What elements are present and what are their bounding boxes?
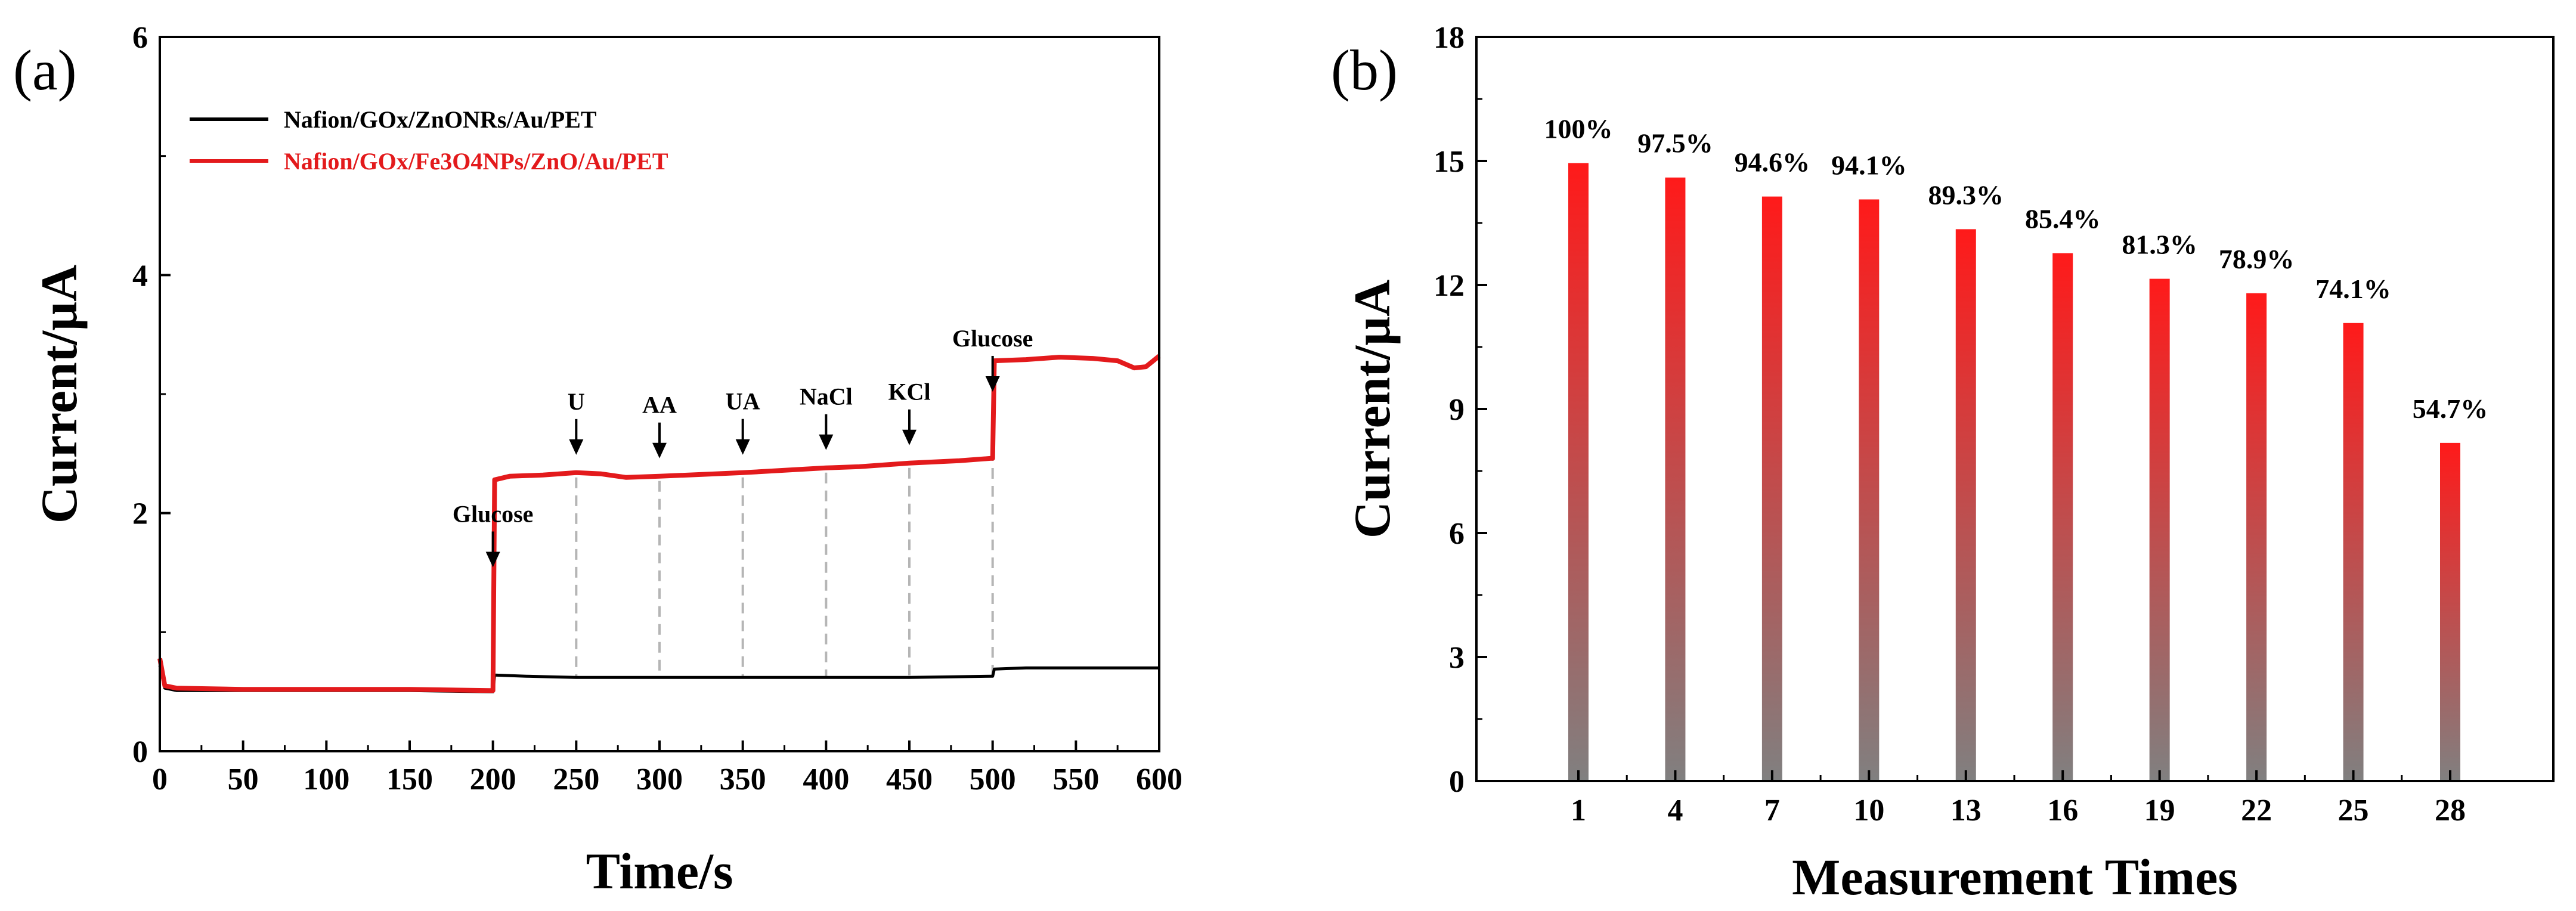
panel-a-x-axis-title: Time/s (586, 842, 733, 900)
panel-a-x-tick-label: 500 (970, 763, 1016, 797)
panel-a-x-tick-label: 400 (803, 763, 849, 797)
bar-data-label: 85.4% (2025, 204, 2101, 234)
bar-data-label: 94.1% (1831, 150, 1907, 180)
panel-b-x-tick-label: 4 (1667, 794, 1683, 828)
panel-b-data-labels: 100% 97.5% 94.6% 94.1% 89.3% 85.4% 81.3% 78.9% 7… (1544, 113, 2488, 423)
panel-a-annotations: Glucose U AA UA NaCl KCl Glucose (453, 325, 1033, 568)
panel-a-x-tick-label: 50 (228, 763, 259, 797)
panel-b-x-tick-label: 19 (2144, 794, 2175, 828)
panel-b-x-tick-label: 25 (2338, 794, 2369, 828)
panel-b-y-tick-label: 6 (1449, 517, 1465, 551)
annotation-arrow-head (569, 439, 584, 455)
panel-a-x-tick-label: 600 (1136, 763, 1182, 797)
panel-b: (b) 1 4 7 10 13 16 19 22 25 28 0 3 6 9 12 15 18 100% 97.… (1331, 21, 2555, 906)
panel-a-x-tick-label: 350 (720, 763, 766, 797)
annotation-arrow-head (819, 434, 834, 450)
panel-a-x-tick-label: 300 (636, 763, 683, 797)
bar-measurement-19 (2149, 278, 2170, 782)
annotation-label: AA (642, 392, 677, 419)
panel-b-y-ticks: 0 3 6 9 12 15 18 (1433, 21, 1487, 799)
panel-a-guides (491, 414, 994, 692)
series-line-red (157, 354, 1161, 693)
bar-measurement-10 (1859, 199, 1880, 782)
bar-data-label: 78.9% (2219, 244, 2295, 274)
panel-b-y-tick-label: 12 (1433, 269, 1465, 303)
panel-a-legend: Nafion/GOx/ZnONRs/Au/PET Nafion/GOx/Fe3O… (190, 106, 668, 175)
annotation-label: Glucose (952, 325, 1033, 352)
annotation-arrow-head (985, 376, 1000, 392)
bar-measurement-13 (1955, 229, 1976, 781)
annotation-label: NaCl (800, 383, 853, 410)
legend-label-red: Nafion/GOx/Fe3O4NPs/ZnO/Au/PET (284, 148, 668, 175)
panel-b-x-tick-label: 28 (2435, 794, 2466, 828)
bar-data-label: 54.7% (2413, 393, 2488, 424)
annotation-arrow-head (485, 551, 500, 568)
panel-b-bars (1568, 163, 2460, 782)
panel-b-x-tick-label: 7 (1764, 794, 1780, 828)
panel-b-x-axis-title: Measurement Times (1792, 848, 2238, 906)
annotation-arrow-head (652, 442, 667, 458)
panel-b-y-tick-label: 9 (1449, 393, 1465, 427)
panel-b-y-tick-label: 3 (1449, 641, 1465, 675)
panel-a-x-tick-label: 100 (303, 763, 349, 797)
bar-measurement-22 (2246, 293, 2267, 781)
panel-a-label: (a) (13, 38, 77, 102)
panel-b-label: (b) (1331, 38, 1398, 102)
panel-b-y-tick-label: 0 (1449, 765, 1465, 799)
bar-data-label: 89.3% (1928, 179, 2004, 210)
annotation-label: UA (726, 388, 760, 415)
panel-a-x-tick-label: 200 (470, 763, 516, 797)
annotation-arrow-head (735, 439, 750, 455)
bar-measurement-28 (2440, 442, 2460, 781)
panel-b-y-axis-title: Current/μA (1343, 280, 1401, 538)
panel-a: (a) 0 50 100 150 200 250 300 350 400 450 500 550 600… (13, 21, 1182, 900)
panel-a-series (157, 354, 1161, 693)
bar-data-label: 81.3% (2122, 230, 2197, 260)
panel-b-x-ticks: 1 4 7 10 13 16 19 22 25 28 (1571, 770, 2466, 828)
bar-measurement-16 (2052, 253, 2073, 781)
panel-b-x-tick-label: 1 (1571, 794, 1586, 828)
panel-a-x-tick-label: 0 (152, 763, 168, 797)
bar-data-label: 94.6% (1735, 147, 1810, 178)
panel-b-x-tick-label: 13 (1950, 794, 1981, 828)
panel-a-y-axis-title: Current/μA (30, 265, 88, 523)
panel-b-y-tick-label: 18 (1433, 21, 1465, 55)
panel-a-x-tick-label: 550 (1052, 763, 1099, 797)
panel-b-x-tick-label: 22 (2241, 794, 2272, 828)
panel-a-y-tick-label: 0 (132, 735, 148, 769)
panel-b-x-tick-label: 10 (1853, 794, 1884, 828)
bar-measurement-25 (2343, 323, 2364, 781)
legend-label-black: Nafion/GOx/ZnONRs/Au/PET (284, 106, 597, 133)
panel-b-y-tick-label: 15 (1433, 145, 1465, 179)
bar-measurement-4 (1665, 177, 1686, 781)
bar-measurement-7 (1761, 196, 1782, 781)
bar-data-label: 74.1% (2315, 274, 2391, 304)
panel-a-x-ticks: 0 50 100 150 200 250 300 350 400 450 500 550 600 (152, 740, 1182, 797)
annotation-label: U (568, 388, 585, 415)
panel-a-x-tick-label: 250 (553, 763, 599, 797)
panel-a-x-tick-label: 450 (886, 763, 933, 797)
bar-data-label: 100% (1544, 113, 1613, 144)
panel-a-y-tick-label: 4 (132, 259, 148, 293)
panel-a-y-tick-label: 6 (132, 21, 148, 55)
bar-data-label: 97.5% (1637, 128, 1713, 159)
panel-b-x-tick-label: 16 (2047, 794, 2078, 828)
panel-a-y-tick-label: 2 (132, 497, 148, 531)
bar-measurement-1 (1568, 163, 1589, 781)
annotation-arrow-head (902, 429, 917, 445)
panel-a-x-tick-label: 150 (386, 763, 433, 797)
annotation-label: KCl (888, 379, 930, 405)
annotation-label: Glucose (453, 500, 534, 527)
panel-a-y-ticks: 0 2 4 6 (132, 21, 171, 769)
